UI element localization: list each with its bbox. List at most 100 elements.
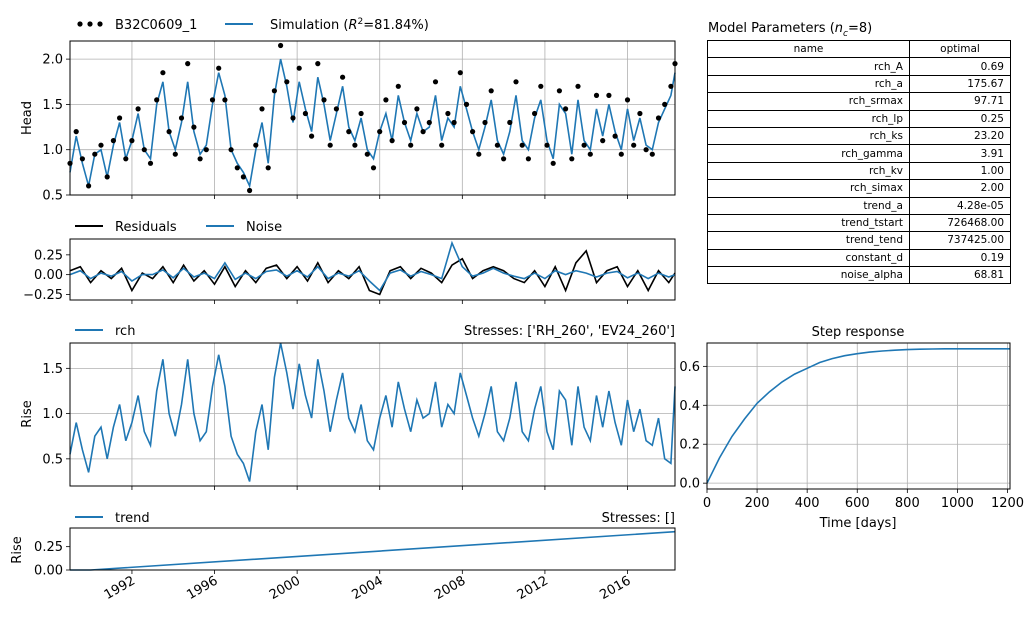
observation-point [414, 106, 420, 112]
params-row: trend_tend 737425.00 [707, 231, 1011, 250]
observed-legend-dot [97, 21, 103, 27]
params-header-name: name [707, 39, 910, 59]
params-row: rch_A 0.69 [707, 57, 1011, 76]
x-tick-label: 0 [703, 496, 711, 511]
series-line-trend [70, 530, 676, 571]
trend-stresses-label: Stresses: [] [602, 511, 675, 526]
x-tick-label: 800 [895, 496, 920, 511]
observation-point [377, 129, 383, 135]
series-line-simulation [69, 58, 676, 189]
observation-point [457, 70, 463, 76]
rch-ylabel: Rise [20, 400, 35, 427]
param-value: 4.28e-05 [909, 196, 1011, 215]
observation-point [432, 79, 439, 85]
trend-ylabel: Rise [10, 536, 25, 563]
params-row: trend_a 4.28e-05 [707, 196, 1011, 215]
step-title: Step response [812, 325, 905, 340]
observation-point [240, 174, 246, 180]
observation-point [507, 119, 513, 126]
step-xlabel: Time [days] [819, 516, 897, 531]
observation-point [668, 83, 674, 89]
param-name: rch_a [707, 74, 910, 94]
observation-point [476, 151, 482, 157]
observation-point [649, 151, 655, 157]
param-value: 726468.00 [909, 213, 1011, 233]
head-legend: B32C0609_1 Simulation (R2=81.84%) [77, 17, 429, 33]
observation-point [593, 92, 600, 98]
y-tick-label: 0.5 [42, 452, 63, 467]
param-name: rch_ks [707, 126, 910, 146]
params-row: rch_ks 23.20 [707, 126, 1011, 146]
observation-point [364, 151, 370, 157]
y-tick-label: 0.25 [34, 540, 63, 555]
param-name: rch_lp [707, 109, 910, 128]
params-row: rch_simax 2.00 [707, 179, 1011, 198]
observation-point [147, 160, 154, 166]
observation-point [228, 147, 234, 153]
observation-point [643, 147, 649, 153]
y-tick-label: 1.0 [42, 407, 63, 422]
observation-point [123, 156, 129, 162]
observation-point [624, 97, 631, 103]
x-tick-label: 1000 [941, 496, 974, 511]
observation-point [513, 79, 519, 85]
observation-point [278, 42, 284, 49]
observation-point [470, 129, 476, 135]
observation-point [618, 151, 624, 157]
series-line-rch [69, 342, 676, 482]
observation-point [637, 110, 643, 117]
y-tick-label: −0.25 [23, 288, 63, 303]
observation-point [420, 129, 426, 135]
observation-point [253, 142, 259, 148]
noise-legend-label: Noise [246, 220, 282, 235]
observation-point [271, 88, 277, 94]
x-year-label: 2012 [515, 573, 551, 603]
param-value: 0.69 [909, 57, 1011, 76]
observation-point [73, 129, 79, 135]
y-tick-label: 0.00 [34, 268, 63, 283]
observation-point [532, 110, 538, 117]
residuals-legend-label: Residuals [115, 220, 177, 235]
observation-point [451, 119, 457, 126]
observation-point [538, 83, 544, 89]
observation-point [154, 97, 160, 103]
observation-point [612, 133, 618, 139]
x-year-label: 1992 [102, 573, 138, 603]
observation-point [631, 142, 637, 148]
param-name: trend_tend [707, 231, 910, 250]
residuals-panel: Residuals Noise −0.25 0.00 0.25 [23, 220, 676, 304]
observation-point [581, 142, 587, 148]
x-tick-label: 400 [795, 496, 820, 511]
y-tick-label: 2.0 [42, 53, 63, 68]
observation-point [104, 174, 110, 180]
params-header-value: optimal [909, 39, 1011, 59]
observation-point [98, 142, 104, 148]
param-name: rch_kv [707, 161, 910, 181]
observation-point [309, 133, 315, 139]
x-year-label: 2000 [267, 573, 303, 603]
observation-point [488, 88, 494, 94]
observation-point [160, 70, 166, 76]
observation-point [501, 156, 507, 162]
observation-point [86, 183, 92, 189]
observation-point [222, 97, 228, 103]
x-year-label: 1996 [184, 573, 220, 603]
param-value: 23.20 [909, 126, 1011, 146]
observation-point [209, 97, 216, 103]
observation-point [203, 147, 209, 153]
observation-point [315, 61, 321, 67]
param-name: constant_d [707, 248, 910, 268]
params-row: noise_alpha 68.81 [707, 266, 1011, 285]
trend-legend-label: trend [115, 511, 150, 526]
trend-axes-frame [69, 527, 676, 571]
y-tick-label: 0.0 [679, 477, 700, 492]
observation-point [117, 115, 123, 121]
params-title: Model Parameters (nc=8) [708, 21, 872, 39]
param-name: rch_srmax [707, 92, 910, 111]
param-name: rch_gamma [707, 144, 910, 163]
observation-point [587, 151, 593, 157]
step-response-line [706, 347, 1010, 484]
observation-point [519, 142, 525, 148]
param-value: 175.67 [909, 74, 1011, 94]
observation-point [290, 115, 296, 121]
